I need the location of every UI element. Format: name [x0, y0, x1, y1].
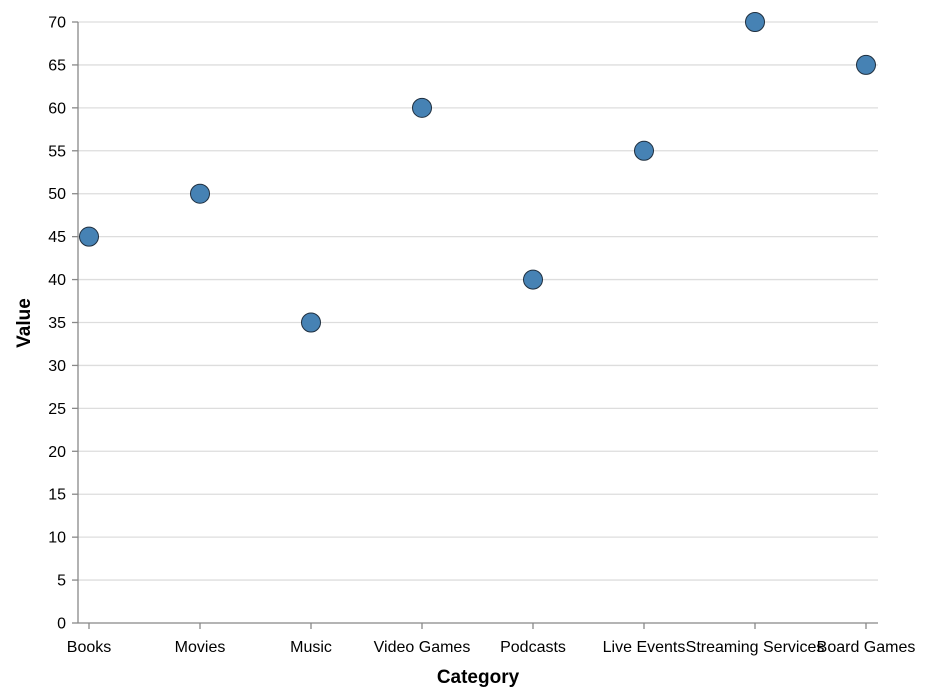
- x-tick-label: Podcasts: [500, 639, 566, 656]
- data-point: [523, 269, 543, 290]
- y-tick-label: 20: [48, 444, 66, 461]
- data-points: [79, 12, 876, 333]
- x-axis-title: Category: [437, 667, 520, 688]
- y-tick-label: 15: [48, 487, 66, 504]
- data-point: [301, 312, 321, 333]
- x-tick-label: Music: [290, 639, 332, 656]
- data-point: [79, 226, 99, 247]
- y-tick-label: 60: [48, 100, 66, 117]
- y-tick-label: 45: [48, 229, 66, 246]
- y-tick-label: 65: [48, 57, 66, 74]
- x-tick-label: Streaming Services: [686, 639, 825, 656]
- data-point: [856, 54, 876, 75]
- data-point: [412, 97, 432, 118]
- data-point: [745, 12, 765, 32]
- y-tick-label: 55: [48, 143, 66, 160]
- y-axis-ticks: 0 5 10 15 20 25 30 35 40 45 50 55 60 65 70: [48, 15, 78, 633]
- y-tick-label: 35: [48, 315, 66, 332]
- y-tick-label: 25: [48, 401, 66, 418]
- x-tick-label: Live Events: [603, 639, 686, 656]
- x-tick-label: Board Games: [817, 639, 916, 656]
- x-tick-label: Movies: [175, 639, 226, 656]
- y-tick-label: 0: [57, 616, 66, 633]
- x-axis-ticks: Books Movies Music Video Games Podcasts Live …: [67, 623, 916, 656]
- y-tick-label: 10: [48, 530, 66, 547]
- y-tick-label: 40: [48, 272, 66, 289]
- y-tick-label: 50: [48, 186, 66, 203]
- y-tick-label: 30: [48, 358, 66, 375]
- y-tick-label: 5: [57, 573, 66, 590]
- x-tick-label: Video Games: [374, 639, 471, 656]
- data-point: [634, 140, 654, 161]
- data-point: [190, 183, 210, 204]
- y-tick-label: 70: [48, 15, 66, 32]
- y-axis-title: Value: [14, 298, 35, 348]
- x-tick-label: Books: [67, 639, 111, 656]
- grid-layer: [78, 21, 878, 581]
